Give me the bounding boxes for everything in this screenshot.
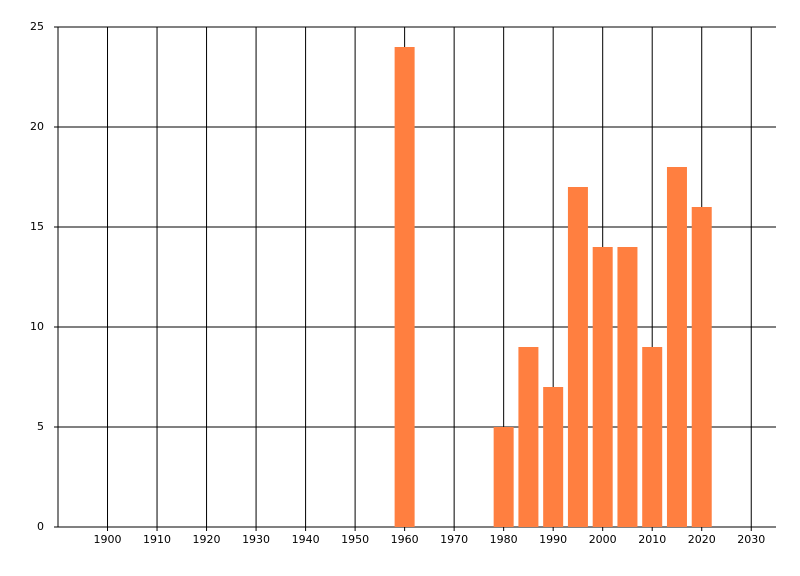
bar <box>394 47 415 527</box>
y-tick-label: 0 <box>37 520 44 533</box>
x-tick-label: 1910 <box>143 533 171 546</box>
x-tick-label: 1960 <box>391 533 419 546</box>
bar <box>493 427 514 527</box>
x-tick-label: 1900 <box>94 533 122 546</box>
y-tick-label: 25 <box>30 20 44 33</box>
x-tick-label: 2030 <box>737 533 765 546</box>
bar <box>617 247 638 527</box>
y-tick-label: 20 <box>30 120 44 133</box>
bar <box>642 347 663 527</box>
x-tick-label: 1950 <box>341 533 369 546</box>
bar <box>543 387 564 527</box>
x-tick-label: 1920 <box>193 533 221 546</box>
x-tick-label: 2010 <box>638 533 666 546</box>
x-tick-label: 1990 <box>539 533 567 546</box>
x-tick-label: 2020 <box>688 533 716 546</box>
bar <box>691 207 712 527</box>
bar <box>666 167 687 527</box>
x-tick-label: 2000 <box>589 533 617 546</box>
x-tick-label: 1940 <box>292 533 320 546</box>
x-tick-label: 1980 <box>490 533 518 546</box>
y-tick-label: 5 <box>37 420 44 433</box>
x-tick-label: 1970 <box>440 533 468 546</box>
y-tick-label: 10 <box>30 320 44 333</box>
bar <box>518 347 539 527</box>
bar <box>592 247 613 527</box>
bar <box>567 187 588 527</box>
y-tick-label: 15 <box>30 220 44 233</box>
x-tick-label: 1930 <box>242 533 270 546</box>
